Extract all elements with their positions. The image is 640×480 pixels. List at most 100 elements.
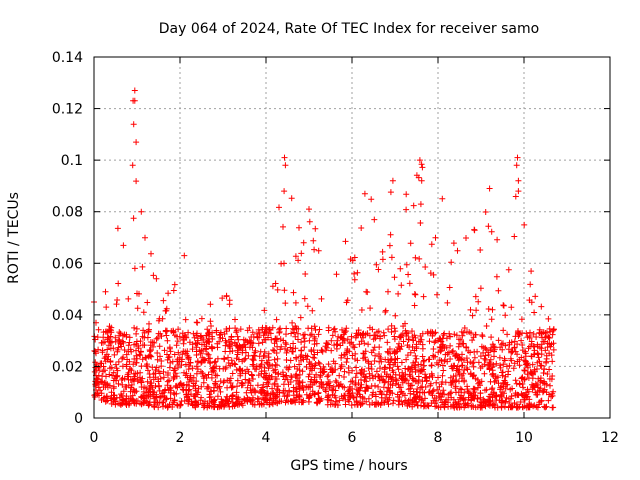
data-point (515, 177, 522, 184)
data-point (323, 344, 330, 351)
data-point (311, 390, 318, 397)
data-point (276, 389, 283, 396)
data-point (518, 354, 525, 361)
data-point (140, 400, 147, 407)
x-tick-label: 12 (601, 430, 619, 446)
data-point (483, 346, 490, 353)
data-point (392, 328, 399, 335)
data-point (341, 392, 348, 399)
data-point (158, 358, 165, 364)
data-point (263, 379, 270, 386)
data-point (174, 338, 181, 345)
data-point (282, 345, 288, 352)
data-point (274, 355, 281, 362)
data-point (413, 355, 420, 362)
data-point (283, 325, 290, 332)
data-point (521, 367, 528, 374)
data-point (288, 398, 295, 405)
data-point (367, 305, 374, 312)
data-point (466, 329, 473, 336)
data-point (483, 323, 490, 329)
data-point (447, 342, 454, 349)
data-point (125, 348, 132, 355)
data-point (134, 305, 141, 312)
data-point (211, 403, 218, 410)
data-point (128, 381, 135, 388)
data-point (255, 396, 262, 403)
data-point (323, 381, 330, 388)
data-point (381, 332, 388, 339)
data-point (472, 331, 479, 338)
data-point (275, 383, 281, 390)
data-point (131, 324, 138, 331)
data-point (339, 383, 346, 390)
data-point (397, 333, 404, 340)
peak-point (281, 188, 288, 195)
data-point (156, 315, 163, 322)
data-point (223, 328, 230, 335)
data-point (447, 374, 454, 381)
data-point (358, 338, 365, 345)
data-point (145, 402, 152, 409)
data-point (390, 397, 397, 404)
data-point (417, 333, 424, 339)
data-point (503, 381, 510, 388)
data-point (535, 354, 542, 361)
data-point (211, 359, 218, 366)
data-point (293, 325, 300, 332)
data-point (541, 378, 548, 385)
data-point (315, 389, 322, 396)
data-point (435, 374, 441, 381)
data-point (403, 261, 410, 268)
data-point (284, 393, 291, 400)
data-point (450, 347, 456, 354)
data-point (451, 331, 458, 338)
data-point (146, 347, 153, 353)
data-point (521, 367, 528, 374)
data-point (442, 351, 449, 358)
data-point (284, 376, 291, 383)
data-point (502, 373, 509, 380)
data-point (336, 372, 343, 379)
data-point (450, 403, 457, 410)
data-point (135, 376, 141, 383)
data-point (540, 388, 547, 395)
data-point (387, 189, 394, 196)
data-point (346, 398, 352, 405)
data-point (310, 347, 317, 354)
data-point (495, 287, 502, 294)
data-point (399, 401, 406, 408)
data-point (166, 344, 173, 351)
data-point (500, 302, 507, 309)
peak-point (131, 97, 138, 104)
data-point (482, 209, 489, 215)
data-point (270, 367, 277, 374)
data-point (283, 349, 290, 356)
data-point (382, 307, 389, 314)
data-point (319, 348, 326, 355)
data-point (257, 348, 264, 355)
data-point (419, 397, 426, 404)
data-point (153, 335, 160, 342)
data-point (312, 225, 319, 232)
data-point (550, 340, 557, 347)
data-point (464, 386, 471, 393)
data-point (219, 398, 226, 405)
data-point (372, 391, 379, 398)
data-point (511, 233, 518, 240)
data-point (257, 388, 264, 394)
data-point (397, 265, 404, 272)
data-point (183, 386, 190, 393)
data-point (542, 404, 549, 411)
data-point (403, 191, 410, 198)
data-point (436, 335, 443, 342)
data-point (363, 384, 370, 391)
data-point (112, 373, 119, 380)
data-point (504, 331, 511, 338)
data-point (246, 344, 253, 351)
y-tick-label: 0.1 (61, 153, 83, 169)
data-point (109, 372, 116, 379)
data-point (380, 399, 387, 406)
data-point (364, 330, 371, 337)
data-point (116, 337, 123, 344)
